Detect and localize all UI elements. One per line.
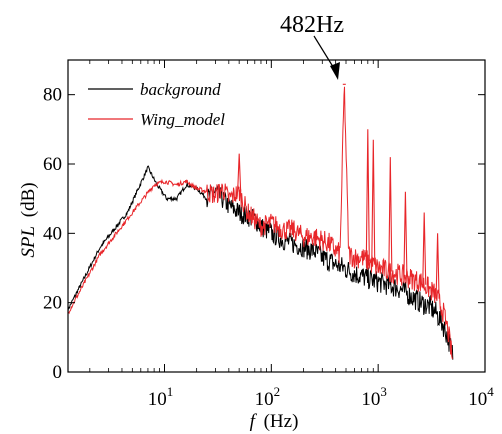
peak-annotation-arrowhead [330,62,340,80]
peak-annotation-arrow-shaft [313,35,336,71]
series-line-1 [67,86,453,360]
y-axis-unit: (dB) [18,182,39,217]
series-layer [67,83,454,360]
y-axis-symbol: SPL [18,226,39,258]
y-tick-label: 20 [43,293,62,314]
x-axis-symbol: f [250,411,258,432]
y-tick-label: 40 [43,223,62,244]
peak-spike-2 [365,129,370,262]
y-tick-label: 80 [43,85,62,106]
x-axis-label: f (Hz) [250,411,299,432]
peak-spike-6 [422,212,427,285]
legend-label-background: background [140,80,221,99]
x-tick-label: 102 [255,384,281,410]
y-axis-label: SPL (dB) [18,182,39,257]
x-tick-label: 103 [361,384,387,410]
ticks-layer: 0 20 40 60 80 101 102 103 104 [43,60,494,410]
peak-spike-3 [371,139,376,265]
peak-spike-4 [388,157,393,272]
y-tick-label: 60 [43,154,62,175]
series-line-0 [67,165,454,360]
peak-spike-0 [237,153,242,192]
peak-spike-7 [435,233,440,299]
peak-spike-5 [403,191,408,277]
peak-annotation: 482Hz [280,12,344,80]
legend-label-wing-model: Wing_model [140,110,225,129]
plot-frame [67,59,486,373]
peak-annotation-label: 482Hz [280,12,344,38]
y-tick-label: 0 [53,362,63,383]
legend: background Wing_model [88,80,225,129]
x-tick-label: 101 [148,384,174,410]
x-tick-label: 104 [468,384,494,410]
x-axis-unit: (Hz) [264,411,299,432]
